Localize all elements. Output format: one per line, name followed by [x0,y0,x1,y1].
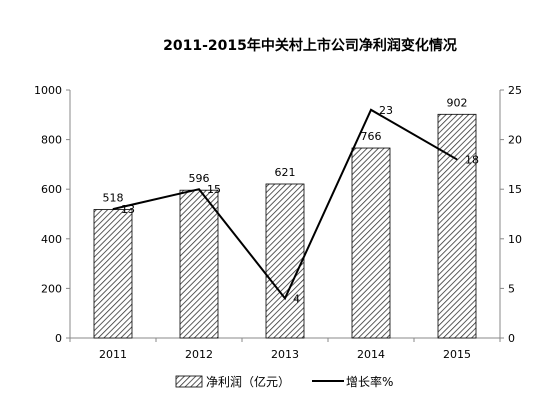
bar [179,189,219,339]
x-tick-label: 2011 [99,348,127,361]
right-axis: 0 5 10 15 20 25 [499,84,522,345]
legend: 净利润（亿元） 增长率% [175,374,393,389]
left-tick-label: 1000 [34,84,62,97]
growth-point [112,208,114,210]
right-tick-label: 25 [508,84,522,97]
bar-value-label: 596 [189,172,210,185]
x-tick-label: 2012 [185,348,213,361]
left-tick-label: 600 [41,183,62,196]
chart-title: 2011-2015年中关村上市公司净利润变化情况 [163,37,457,54]
bar [93,209,133,339]
bar-labels: 518 596 621 766 902 [103,96,468,204]
x-tick-label: 2014 [357,348,385,361]
bar-series [93,113,477,339]
bar [437,113,477,339]
growth-value-label: 15 [207,183,221,196]
left-axis: 0 200 400 600 800 1000 [34,84,71,345]
left-tick-label: 400 [41,233,62,246]
legend-line-label: 增长率% [346,374,393,389]
legend-bar-label: 净利润（亿元） [206,374,290,389]
right-tick-label: 20 [508,134,522,147]
growth-value-label: 23 [379,104,393,117]
growth-point [198,188,200,190]
bar-value-label: 766 [361,130,382,143]
x-tick-label: 2013 [271,348,299,361]
left-tick-label: 800 [41,134,62,147]
line-series: 13 15 4 23 18 [112,104,479,305]
right-tick-label: 0 [508,332,515,345]
growth-point [370,109,372,111]
growth-point [456,158,458,160]
growth-value-label: 13 [121,203,135,216]
growth-point [284,297,286,299]
legend-bar-swatch [175,375,203,388]
bar [265,183,305,339]
bar [351,147,391,339]
right-tick-label: 10 [508,233,522,246]
x-tick-label: 2015 [443,348,471,361]
growth-value-label: 4 [293,292,300,305]
left-tick-label: 0 [55,332,62,345]
bar-value-label: 621 [275,166,296,179]
left-tick-label: 200 [41,282,62,295]
x-axis: 2011 2012 2013 2014 2015 [69,337,501,361]
growth-value-label: 18 [465,153,479,166]
bar-value-label: 518 [103,192,124,205]
right-tick-label: 15 [508,183,522,196]
right-tick-label: 5 [508,282,515,295]
bar-value-label: 902 [447,96,468,109]
